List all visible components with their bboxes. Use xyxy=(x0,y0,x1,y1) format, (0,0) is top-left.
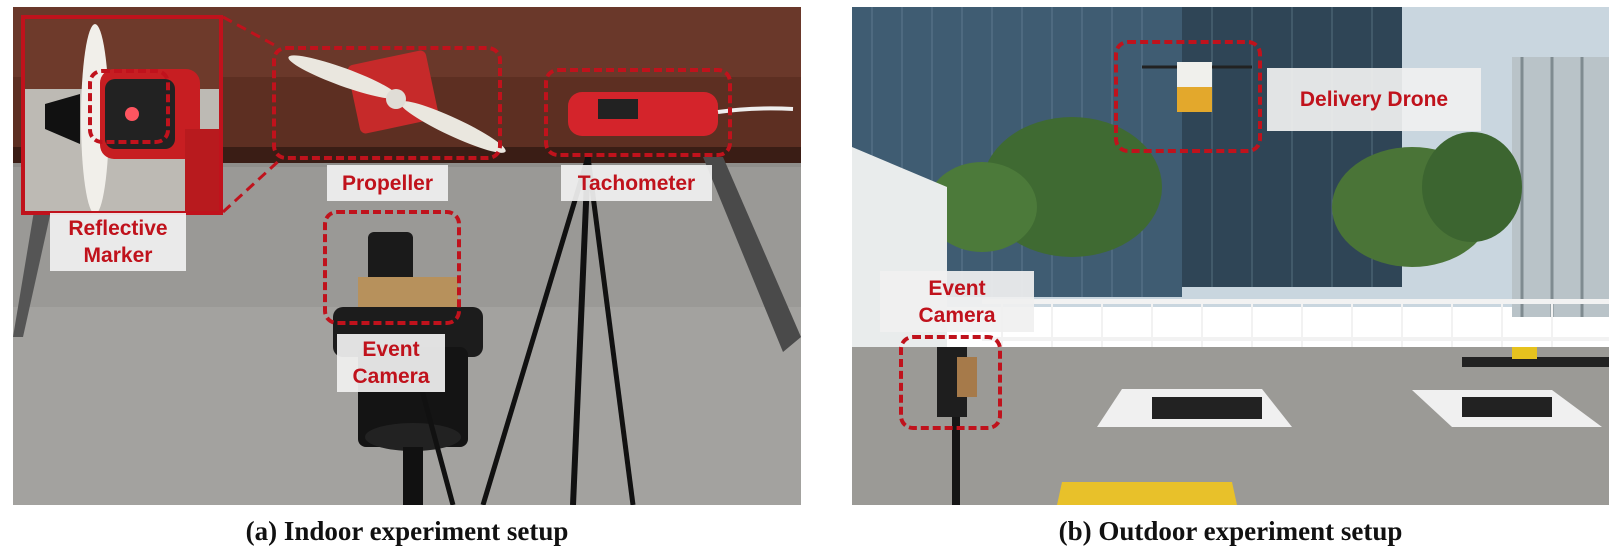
tachometer-highlight xyxy=(544,68,732,157)
outdoor-scene xyxy=(852,7,1609,505)
tachometer-label: Tachometer xyxy=(561,165,712,201)
event-camera-label: Event Camera xyxy=(880,271,1034,332)
event-camera-highlight xyxy=(899,335,1002,430)
delivery-drone-label: Delivery Drone xyxy=(1267,68,1481,131)
reflective-marker-inset xyxy=(21,15,223,215)
event-camera-highlight xyxy=(323,210,461,325)
indoor-setup-photo: Propeller Tachometer Reflective Marker E… xyxy=(13,7,801,505)
reflective-marker-highlight xyxy=(88,69,170,144)
caption-outdoor: (b) Outdoor experiment setup xyxy=(1058,516,1403,546)
caption-indoor: (a) Indoor experiment setup xyxy=(245,516,569,546)
propeller-label: Propeller xyxy=(327,165,448,201)
outdoor-setup-photo: Delivery Drone Event Camera xyxy=(852,7,1609,505)
reflective-marker-label: Reflective Marker xyxy=(50,213,186,271)
delivery-drone-highlight xyxy=(1114,40,1262,153)
event-camera-label: Event Camera xyxy=(337,334,445,392)
propeller-highlight xyxy=(272,46,502,160)
